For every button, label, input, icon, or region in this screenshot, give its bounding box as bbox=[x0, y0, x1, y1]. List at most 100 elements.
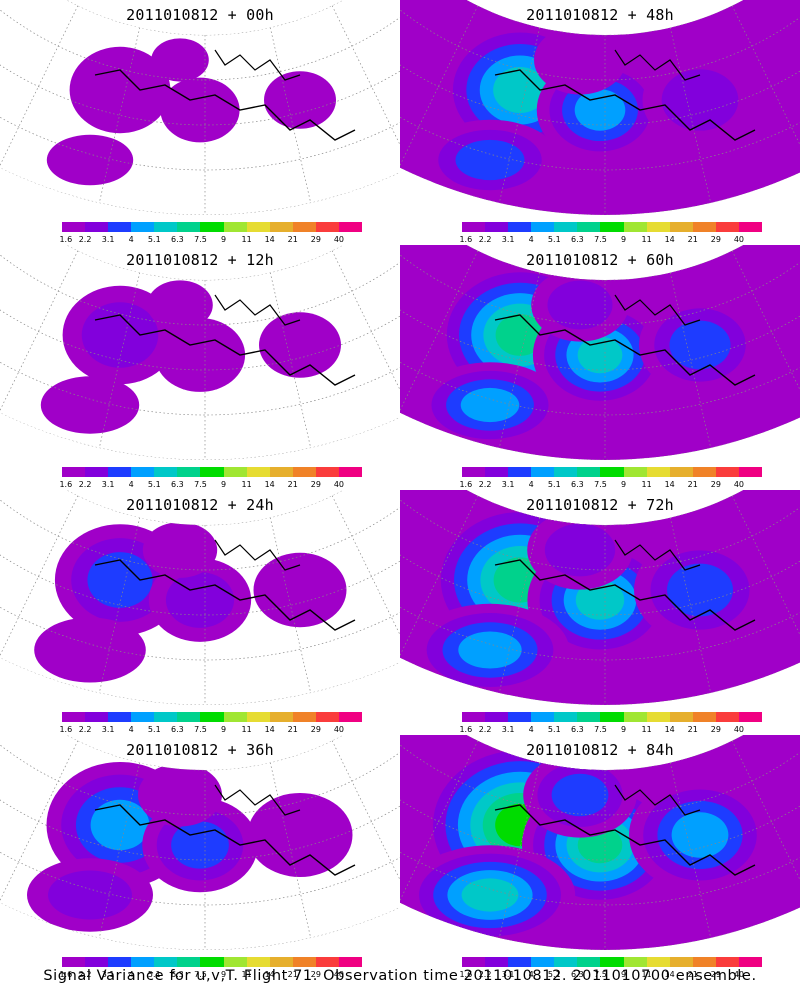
variance-contour bbox=[34, 617, 146, 683]
colorbar-swatch bbox=[738, 222, 763, 232]
colorbar-swatch bbox=[600, 957, 624, 967]
colorbar-tick-label: 7.5 bbox=[194, 480, 207, 489]
colorbar-ticks: 1.6 2.2 3.1 4 5.1 6.3 7.5 9 11 14 21 29 40 bbox=[59, 970, 362, 980]
colorbar-swatch bbox=[338, 957, 363, 967]
colorbar-tick-label: 4 bbox=[528, 235, 534, 244]
colorbar-tick-label: 7.5 bbox=[194, 970, 207, 979]
forecast-panel: 2011010812 + 36h 1.6 2.2 3.1 4 5.1 6.3 7.5 9 11 14… bbox=[0, 735, 400, 980]
colorbar-tick-label: 2.2 bbox=[78, 480, 92, 489]
colorbar-tick-label: 6.3 bbox=[171, 480, 184, 489]
panel-title: 2011010812 + 72h bbox=[526, 496, 674, 514]
colorbar-tick-label: 1.6 bbox=[459, 725, 473, 734]
colorbar-tick-label: 9 bbox=[220, 235, 227, 244]
colorbar-tick-label: 4 bbox=[128, 725, 134, 734]
colorbar-ticks: 1.6 2.2 3.1 4 5.1 6.3 7.5 9 11 14 21 29 40 bbox=[59, 480, 362, 490]
forecast-panel: 2011010812 + 84h 1.6 2.2 3.1 4 5.1 6.3 7.5 9 11 14… bbox=[400, 735, 800, 980]
latitude-line bbox=[0, 0, 400, 126]
variance-contour bbox=[574, 89, 626, 131]
colorbar-tick-label: 6.3 bbox=[171, 235, 184, 244]
colorbar-swatch bbox=[269, 467, 293, 477]
variance-contour bbox=[138, 763, 222, 827]
colorbar-swatch bbox=[554, 222, 578, 232]
colorbar-tick-label: 1.6 bbox=[59, 725, 73, 734]
colorbar-ticks: 1.6 2.2 3.1 4 5.1 6.3 7.5 9 11 14 21 29 40 bbox=[459, 725, 762, 735]
colorbar-swatch bbox=[554, 712, 578, 722]
coastline bbox=[214, 294, 301, 326]
variance-contour bbox=[253, 552, 347, 628]
colorbar-tick-label: 9 bbox=[220, 480, 227, 489]
colorbar bbox=[462, 957, 763, 967]
colorbar-swatch bbox=[62, 712, 86, 722]
colorbar-tick-label: 11 bbox=[641, 235, 652, 244]
colorbar-ticks: 1.6 2.2 3.1 4 5.1 6.3 7.5 9 11 14 21 29 40 bbox=[459, 235, 762, 245]
colorbar-swatch bbox=[462, 222, 486, 232]
colorbar-swatch bbox=[223, 712, 247, 722]
colorbar-swatch bbox=[623, 957, 647, 967]
colorbar-tick-label: 3.1 bbox=[101, 480, 115, 489]
colorbar-tick-label: 29 bbox=[710, 480, 721, 489]
colorbar-tick-label: 40 bbox=[733, 480, 745, 489]
colorbar-tick-label: 9 bbox=[220, 725, 227, 734]
colorbar-swatch bbox=[669, 467, 693, 477]
colorbar-swatch bbox=[508, 222, 532, 232]
colorbar-swatch bbox=[269, 712, 293, 722]
colorbar-tick-label: 29 bbox=[710, 725, 721, 734]
colorbar-swatch bbox=[131, 222, 155, 232]
latitude-line bbox=[0, 735, 400, 861]
colorbar-tick-label: 3.1 bbox=[101, 970, 115, 979]
colorbar-tick-label: 7.5 bbox=[194, 235, 207, 244]
colorbar-swatch bbox=[154, 712, 178, 722]
colorbar-tick-label: 29 bbox=[710, 970, 721, 979]
colorbar-swatch bbox=[485, 467, 509, 477]
variance-contour bbox=[151, 38, 209, 82]
variance-contour bbox=[534, 25, 626, 95]
latitude-line bbox=[400, 490, 800, 616]
colorbar-tick-label: 21 bbox=[287, 235, 298, 244]
colorbar-tick-label: 2.2 bbox=[478, 725, 492, 734]
colorbar-swatch bbox=[85, 467, 109, 477]
colorbar-swatch bbox=[646, 712, 670, 722]
map-plot bbox=[400, 735, 800, 950]
colorbar-swatch bbox=[577, 467, 601, 477]
coastline bbox=[94, 314, 356, 386]
colorbar-swatch bbox=[531, 467, 555, 477]
variance-contour bbox=[460, 387, 520, 423]
colorbar-tick-label: 21 bbox=[687, 725, 698, 734]
colorbar-tick-label: 29 bbox=[310, 725, 321, 734]
colorbar-tick-label: 14 bbox=[264, 480, 275, 489]
panel-title: 2011010812 + 36h bbox=[126, 741, 274, 759]
colorbar-tick-label: 40 bbox=[733, 970, 745, 979]
colorbar-swatch bbox=[292, 712, 316, 722]
latitude-line bbox=[0, 490, 400, 616]
colorbar-swatch bbox=[692, 467, 716, 477]
panel-title: 2011010812 + 12h bbox=[126, 251, 274, 269]
colorbar-swatch bbox=[338, 222, 363, 232]
colorbar-swatch bbox=[485, 712, 509, 722]
colorbar-tick-label: 21 bbox=[287, 970, 298, 979]
colorbar-tick-label: 7.5 bbox=[194, 725, 207, 734]
variance-contour bbox=[669, 320, 731, 370]
colorbar-swatch bbox=[177, 957, 201, 967]
variance-contour bbox=[547, 280, 613, 330]
latitude-line bbox=[400, 0, 800, 126]
colorbar-swatch bbox=[131, 712, 155, 722]
colorbar bbox=[62, 957, 363, 967]
colorbar-ticks: 1.6 2.2 3.1 4 5.1 6.3 7.5 9 11 14 21 29 40 bbox=[459, 970, 762, 980]
colorbar-tick-label: 1.6 bbox=[59, 970, 73, 979]
colorbar-tick-label: 14 bbox=[264, 970, 275, 979]
variance-contour bbox=[551, 773, 609, 817]
colorbar-swatch bbox=[177, 222, 201, 232]
colorbar-swatch bbox=[177, 467, 201, 477]
coastline bbox=[214, 784, 301, 816]
colorbar-swatch bbox=[485, 957, 509, 967]
colorbar-swatch bbox=[669, 957, 693, 967]
variance-contour bbox=[458, 631, 522, 669]
colorbar-swatch bbox=[154, 467, 178, 477]
colorbar-tick-label: 14 bbox=[664, 235, 675, 244]
colorbar-swatch bbox=[531, 712, 555, 722]
latitude-line bbox=[0, 245, 400, 371]
colorbar-tick-label: 1.6 bbox=[59, 235, 73, 244]
colorbar-tick-label: 40 bbox=[333, 725, 345, 734]
colorbar-swatch bbox=[692, 957, 716, 967]
colorbar-tick-label: 29 bbox=[710, 235, 721, 244]
